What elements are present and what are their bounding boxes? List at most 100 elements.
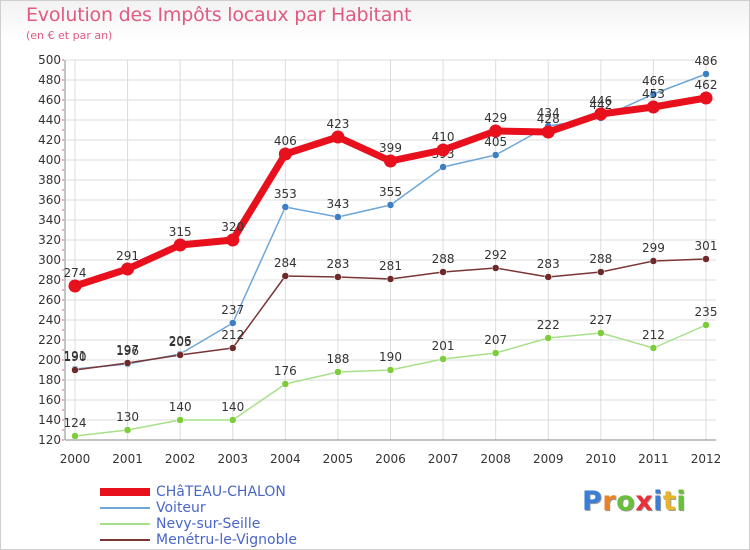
legend-label: Menétru-le-Vignoble — [156, 532, 297, 548]
data-label: 406 — [274, 134, 297, 148]
data-point — [226, 233, 240, 247]
data-label: 227 — [589, 313, 612, 327]
data-point — [439, 163, 447, 171]
line-chart: 120 140 160 180 200 220 240 260 280 300 320 340 360 3… — [38, 53, 722, 466]
y-tick-label: 280 — [38, 273, 61, 287]
data-label: 197 — [116, 343, 139, 357]
y-tick-label: 300 — [38, 253, 61, 267]
legend-swatch — [100, 539, 150, 541]
data-label: 190 — [379, 350, 402, 364]
data-label: 315 — [169, 225, 192, 239]
legend-item: Menétru-le-Vignoble — [100, 532, 360, 548]
data-label: 301 — [695, 239, 718, 253]
y-tick-label: 380 — [38, 173, 61, 187]
data-point — [702, 255, 710, 263]
y-tick-label: 400 — [38, 153, 61, 167]
data-label: 235 — [695, 305, 718, 319]
data-label: 399 — [379, 141, 402, 155]
data-point — [491, 151, 500, 159]
data-point — [278, 147, 292, 161]
data-label: 353 — [274, 187, 297, 201]
data-label: 291 — [116, 249, 139, 263]
data-label: 410 — [432, 130, 455, 144]
x-tick-label: 2012 — [691, 452, 722, 466]
x-tick-label: 2004 — [270, 452, 301, 466]
data-point — [173, 238, 187, 252]
logo-letter: P — [582, 486, 603, 517]
data-label: 423 — [326, 117, 349, 131]
x-tick-label: 2006 — [375, 452, 406, 466]
data-point — [649, 90, 658, 98]
logo-letter: i — [653, 486, 663, 517]
data-point — [699, 91, 713, 105]
data-label: 140 — [221, 400, 244, 414]
data-label: 283 — [537, 257, 560, 271]
data-label: 281 — [379, 259, 402, 273]
data-point — [594, 107, 608, 121]
y-tick-label: 480 — [38, 73, 61, 87]
data-point — [281, 380, 290, 388]
x-tick-label: 2003 — [217, 452, 248, 466]
x-tick-label: 2008 — [480, 452, 511, 466]
data-point — [281, 272, 290, 280]
y-tick-label: 360 — [38, 193, 61, 207]
y-tick-label: 460 — [38, 93, 61, 107]
data-label: 274 — [64, 266, 87, 280]
legend-label: CHâTEAU-CHALON — [156, 484, 286, 500]
data-point — [386, 275, 395, 283]
legend-swatch — [100, 523, 150, 525]
legend-item: CHâTEAU-CHALON — [100, 484, 360, 500]
y-tick-label: 220 — [38, 333, 61, 347]
data-point — [597, 329, 605, 337]
x-tick-label: 2011 — [638, 452, 669, 466]
data-point — [439, 355, 447, 363]
data-point — [646, 100, 660, 114]
data-label: 188 — [326, 352, 349, 366]
data-point — [702, 321, 710, 329]
data-point — [649, 344, 658, 352]
data-point — [334, 368, 342, 376]
data-label: 205 — [169, 335, 192, 349]
data-point — [386, 201, 395, 209]
data-point — [123, 426, 132, 434]
data-label: 237 — [221, 303, 244, 317]
x-tick-label: 2010 — [586, 452, 617, 466]
data-label: 124 — [64, 416, 87, 430]
y-tick-label: 420 — [38, 133, 61, 147]
x-tick-label: 2009 — [533, 452, 564, 466]
chart-title: Evolution des Impôts locaux par Habitant — [26, 4, 412, 26]
data-point — [176, 416, 184, 424]
y-tick-label: 160 — [38, 393, 61, 407]
logo-letter: r — [602, 486, 617, 517]
logo-letter: o — [616, 486, 636, 517]
data-point — [439, 268, 447, 276]
data-point — [334, 273, 342, 281]
data-label: 292 — [484, 248, 507, 262]
data-label: 130 — [116, 410, 139, 424]
data-point — [386, 366, 395, 374]
y-tick-label: 200 — [38, 353, 61, 367]
data-point — [121, 262, 135, 276]
y-tick-label: 440 — [38, 113, 61, 127]
data-label: 222 — [537, 318, 560, 332]
data-point — [229, 416, 237, 424]
data-point — [281, 203, 290, 211]
data-point — [123, 359, 132, 367]
data-point — [229, 319, 237, 327]
data-label: 343 — [326, 197, 349, 211]
logo-letter: i — [676, 486, 687, 517]
data-label: 428 — [537, 112, 560, 126]
legend-item: Nevy-sur-Seille — [100, 516, 360, 532]
data-point — [384, 154, 397, 168]
legend: CHâTEAU-CHALON Voiteur Nevy-sur-Seille Mené… — [100, 484, 360, 548]
data-label: 288 — [589, 252, 612, 266]
data-point — [649, 257, 658, 265]
data-point — [71, 366, 79, 374]
data-label: 466 — [642, 74, 665, 88]
data-label: 434 — [537, 106, 560, 120]
proxiti-logo: Proxiti — [582, 486, 686, 517]
y-tick-label: 260 — [38, 293, 61, 307]
legend-item: Voiteur — [100, 500, 360, 516]
logo-letter: t — [662, 486, 677, 517]
legend-swatch — [100, 488, 150, 496]
